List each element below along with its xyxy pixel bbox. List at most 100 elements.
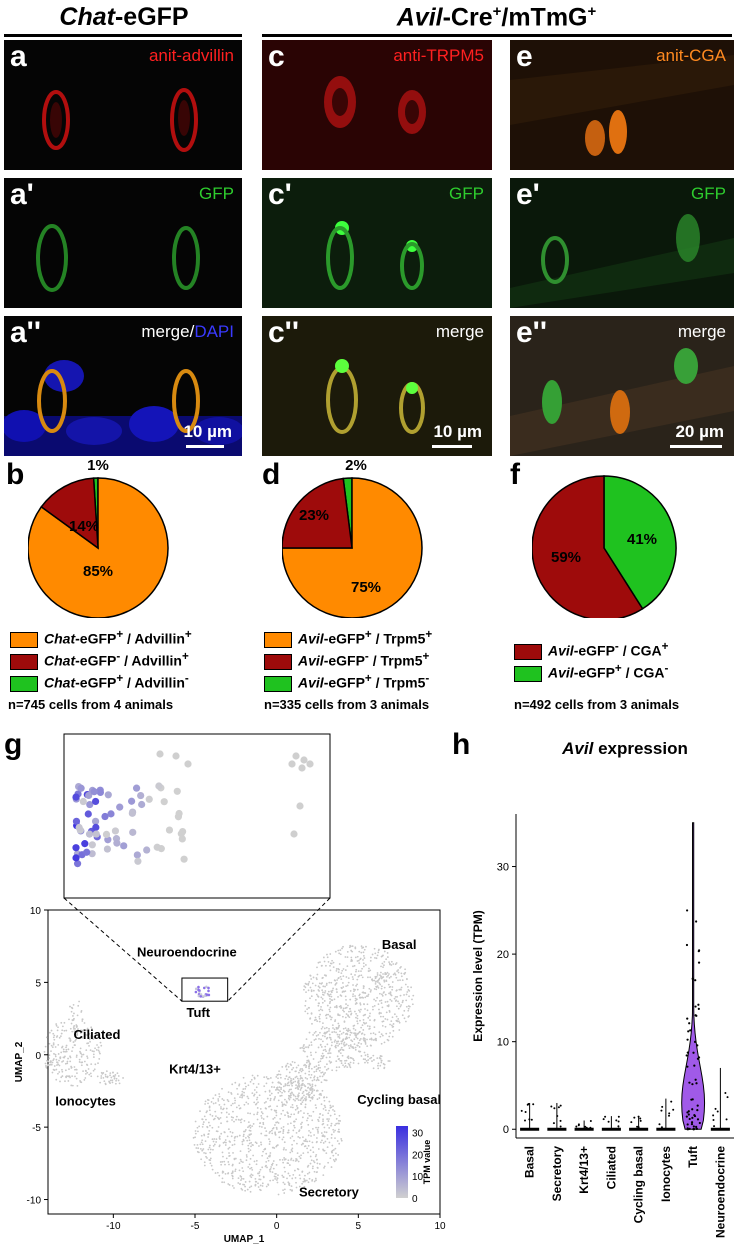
umap-point xyxy=(247,1097,250,1100)
umap-point xyxy=(334,979,337,982)
umap-point xyxy=(207,1099,210,1102)
umap-point xyxy=(58,1036,61,1039)
umap-point xyxy=(309,986,312,989)
umap-point xyxy=(255,1091,258,1094)
umap-point xyxy=(328,1036,331,1039)
umap-point xyxy=(334,950,337,953)
umap-point xyxy=(299,1077,302,1080)
umap-point xyxy=(310,1041,313,1044)
umap-point xyxy=(309,1093,311,1096)
umap-point xyxy=(321,1001,324,1004)
umap-point xyxy=(214,1110,217,1113)
pie-slice xyxy=(282,477,353,549)
umap-point xyxy=(397,971,400,974)
umap-point xyxy=(95,1049,98,1051)
umap-point xyxy=(214,1094,217,1096)
umap-point xyxy=(75,1025,78,1028)
legend-item: Chat-eGFP- / Advillin+ xyxy=(10,650,189,670)
umap-point xyxy=(329,1010,331,1013)
umap-point xyxy=(237,1177,240,1180)
umap-point xyxy=(309,1088,312,1091)
umap-point xyxy=(234,1170,237,1173)
umap-point xyxy=(342,1027,345,1030)
umap-point xyxy=(327,993,330,996)
umap-point xyxy=(309,1099,312,1102)
umap-point xyxy=(311,982,314,985)
umap-point xyxy=(61,1068,63,1071)
umap-point xyxy=(312,976,315,979)
umap-point xyxy=(55,1068,58,1071)
violin-point xyxy=(714,1107,717,1110)
umap-point xyxy=(369,969,372,972)
umap-point xyxy=(264,1134,267,1137)
umap-point xyxy=(376,996,379,999)
umap-point xyxy=(321,982,324,984)
violin-3 xyxy=(601,1115,621,1131)
panel-label-a: a xyxy=(10,40,27,73)
umap-point xyxy=(241,1188,244,1191)
legend-reporter: -eGFP xyxy=(323,630,365,647)
umap-point xyxy=(380,1059,383,1062)
umap-point xyxy=(386,1038,389,1041)
umap-point xyxy=(265,1076,268,1078)
umap-plot: -10 -5 0 5 10-10-50510UMAP_1UMAP_2Neuroendoc… xyxy=(14,733,446,1245)
umap-point xyxy=(240,1160,243,1163)
umap-point xyxy=(192,1136,195,1139)
umap-point xyxy=(309,1051,312,1054)
umap-point xyxy=(112,1071,114,1074)
umap-point xyxy=(288,1174,291,1177)
umap-point xyxy=(331,959,333,962)
umap-point xyxy=(322,985,325,988)
umap-point xyxy=(324,985,326,988)
umap-point xyxy=(243,1091,245,1094)
umap-point xyxy=(53,1038,56,1041)
umap-point xyxy=(213,1138,216,1140)
umap-point xyxy=(245,1085,247,1088)
umap-point xyxy=(314,1177,317,1180)
umap-point xyxy=(369,1032,372,1035)
violin-point xyxy=(575,1125,578,1128)
umap-point xyxy=(347,1015,350,1017)
umap-point xyxy=(90,1032,93,1035)
umap-point xyxy=(286,1062,289,1065)
umap-point xyxy=(213,1117,216,1120)
umap-point xyxy=(352,1062,355,1064)
umap-point xyxy=(311,1083,314,1086)
umap-point xyxy=(293,1124,295,1127)
umap-point xyxy=(207,989,210,993)
header-avil-cre: -Cre xyxy=(442,3,493,32)
umap-point xyxy=(314,1030,317,1033)
umap-point xyxy=(240,1179,242,1182)
umap-point xyxy=(310,1092,313,1095)
umap-point xyxy=(303,1094,305,1097)
umap-point xyxy=(277,1099,280,1102)
umap-point xyxy=(282,1189,284,1192)
umap-point xyxy=(302,1099,305,1102)
umap-point xyxy=(45,1036,48,1039)
umap-point xyxy=(336,1140,339,1142)
umap-point xyxy=(322,994,325,996)
umap-point xyxy=(294,1099,296,1102)
umap-point xyxy=(67,1048,70,1051)
umap-point xyxy=(297,1112,300,1114)
umap-point xyxy=(334,1137,336,1140)
umap-point xyxy=(325,1014,327,1017)
umap-point xyxy=(222,1155,224,1158)
umap-point xyxy=(302,1136,304,1139)
umap-point xyxy=(262,1123,265,1126)
umap-point xyxy=(345,1013,348,1015)
umap-point xyxy=(291,1147,294,1150)
umap-point xyxy=(398,1002,400,1005)
umap-point xyxy=(238,1169,241,1172)
umap-point xyxy=(115,1077,118,1080)
umap-point xyxy=(80,1009,83,1012)
scale-text-a2: 10 µm xyxy=(183,422,232,441)
umap-point xyxy=(405,1005,408,1008)
umap-point xyxy=(395,962,398,964)
umap-point xyxy=(322,1073,325,1076)
umap-point xyxy=(273,1098,276,1101)
umap-point xyxy=(257,1186,260,1188)
umap-point xyxy=(240,1177,243,1180)
umap-point xyxy=(311,1085,314,1088)
umap-point xyxy=(212,1097,215,1100)
